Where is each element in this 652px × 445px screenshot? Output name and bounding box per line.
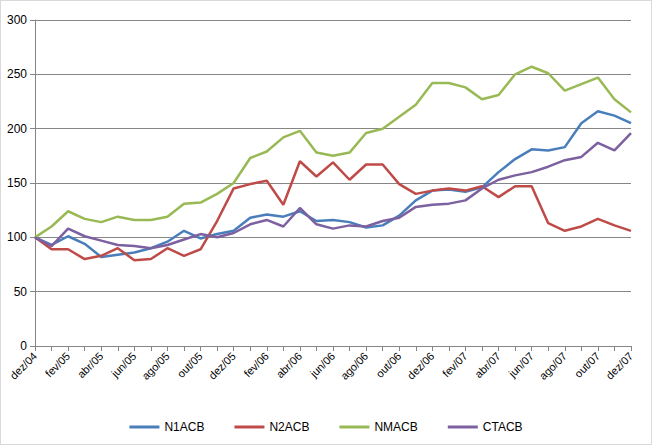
svg-text:fev/05: fev/05: [43, 350, 73, 380]
svg-text:jun/07: jun/07: [506, 350, 536, 380]
svg-text:100: 100: [7, 230, 27, 244]
svg-text:NMACB: NMACB: [374, 420, 417, 434]
svg-text:dez/07: dez/07: [603, 350, 635, 382]
svg-text:out/05: out/05: [175, 350, 205, 380]
svg-text:50: 50: [14, 285, 28, 299]
svg-text:out/07: out/07: [572, 350, 602, 380]
svg-text:ago/05: ago/05: [139, 350, 171, 382]
svg-text:dez/06: dez/06: [405, 350, 437, 382]
svg-text:0: 0: [20, 339, 27, 353]
svg-text:fev/06: fev/06: [241, 350, 271, 380]
svg-text:250: 250: [7, 67, 27, 81]
svg-text:abr/05: abr/05: [75, 350, 106, 381]
svg-text:CTACB: CTACB: [483, 420, 523, 434]
svg-text:N1ACB: N1ACB: [164, 420, 204, 434]
svg-text:abr/07: abr/07: [472, 350, 503, 381]
svg-text:dez/04: dez/04: [7, 350, 39, 382]
svg-text:200: 200: [7, 122, 27, 136]
svg-text:jun/05: jun/05: [108, 350, 138, 380]
svg-text:out/06: out/06: [373, 350, 403, 380]
svg-text:150: 150: [7, 176, 27, 190]
svg-text:jun/06: jun/06: [307, 350, 337, 380]
svg-text:abr/06: abr/06: [274, 350, 305, 381]
svg-text:fev/07: fev/07: [440, 350, 470, 380]
svg-text:300: 300: [7, 13, 27, 27]
svg-text:dez/05: dez/05: [206, 350, 238, 382]
svg-text:ago/07: ago/07: [537, 350, 569, 382]
svg-text:ago/06: ago/06: [338, 350, 370, 382]
svg-text:N2ACB: N2ACB: [269, 420, 309, 434]
